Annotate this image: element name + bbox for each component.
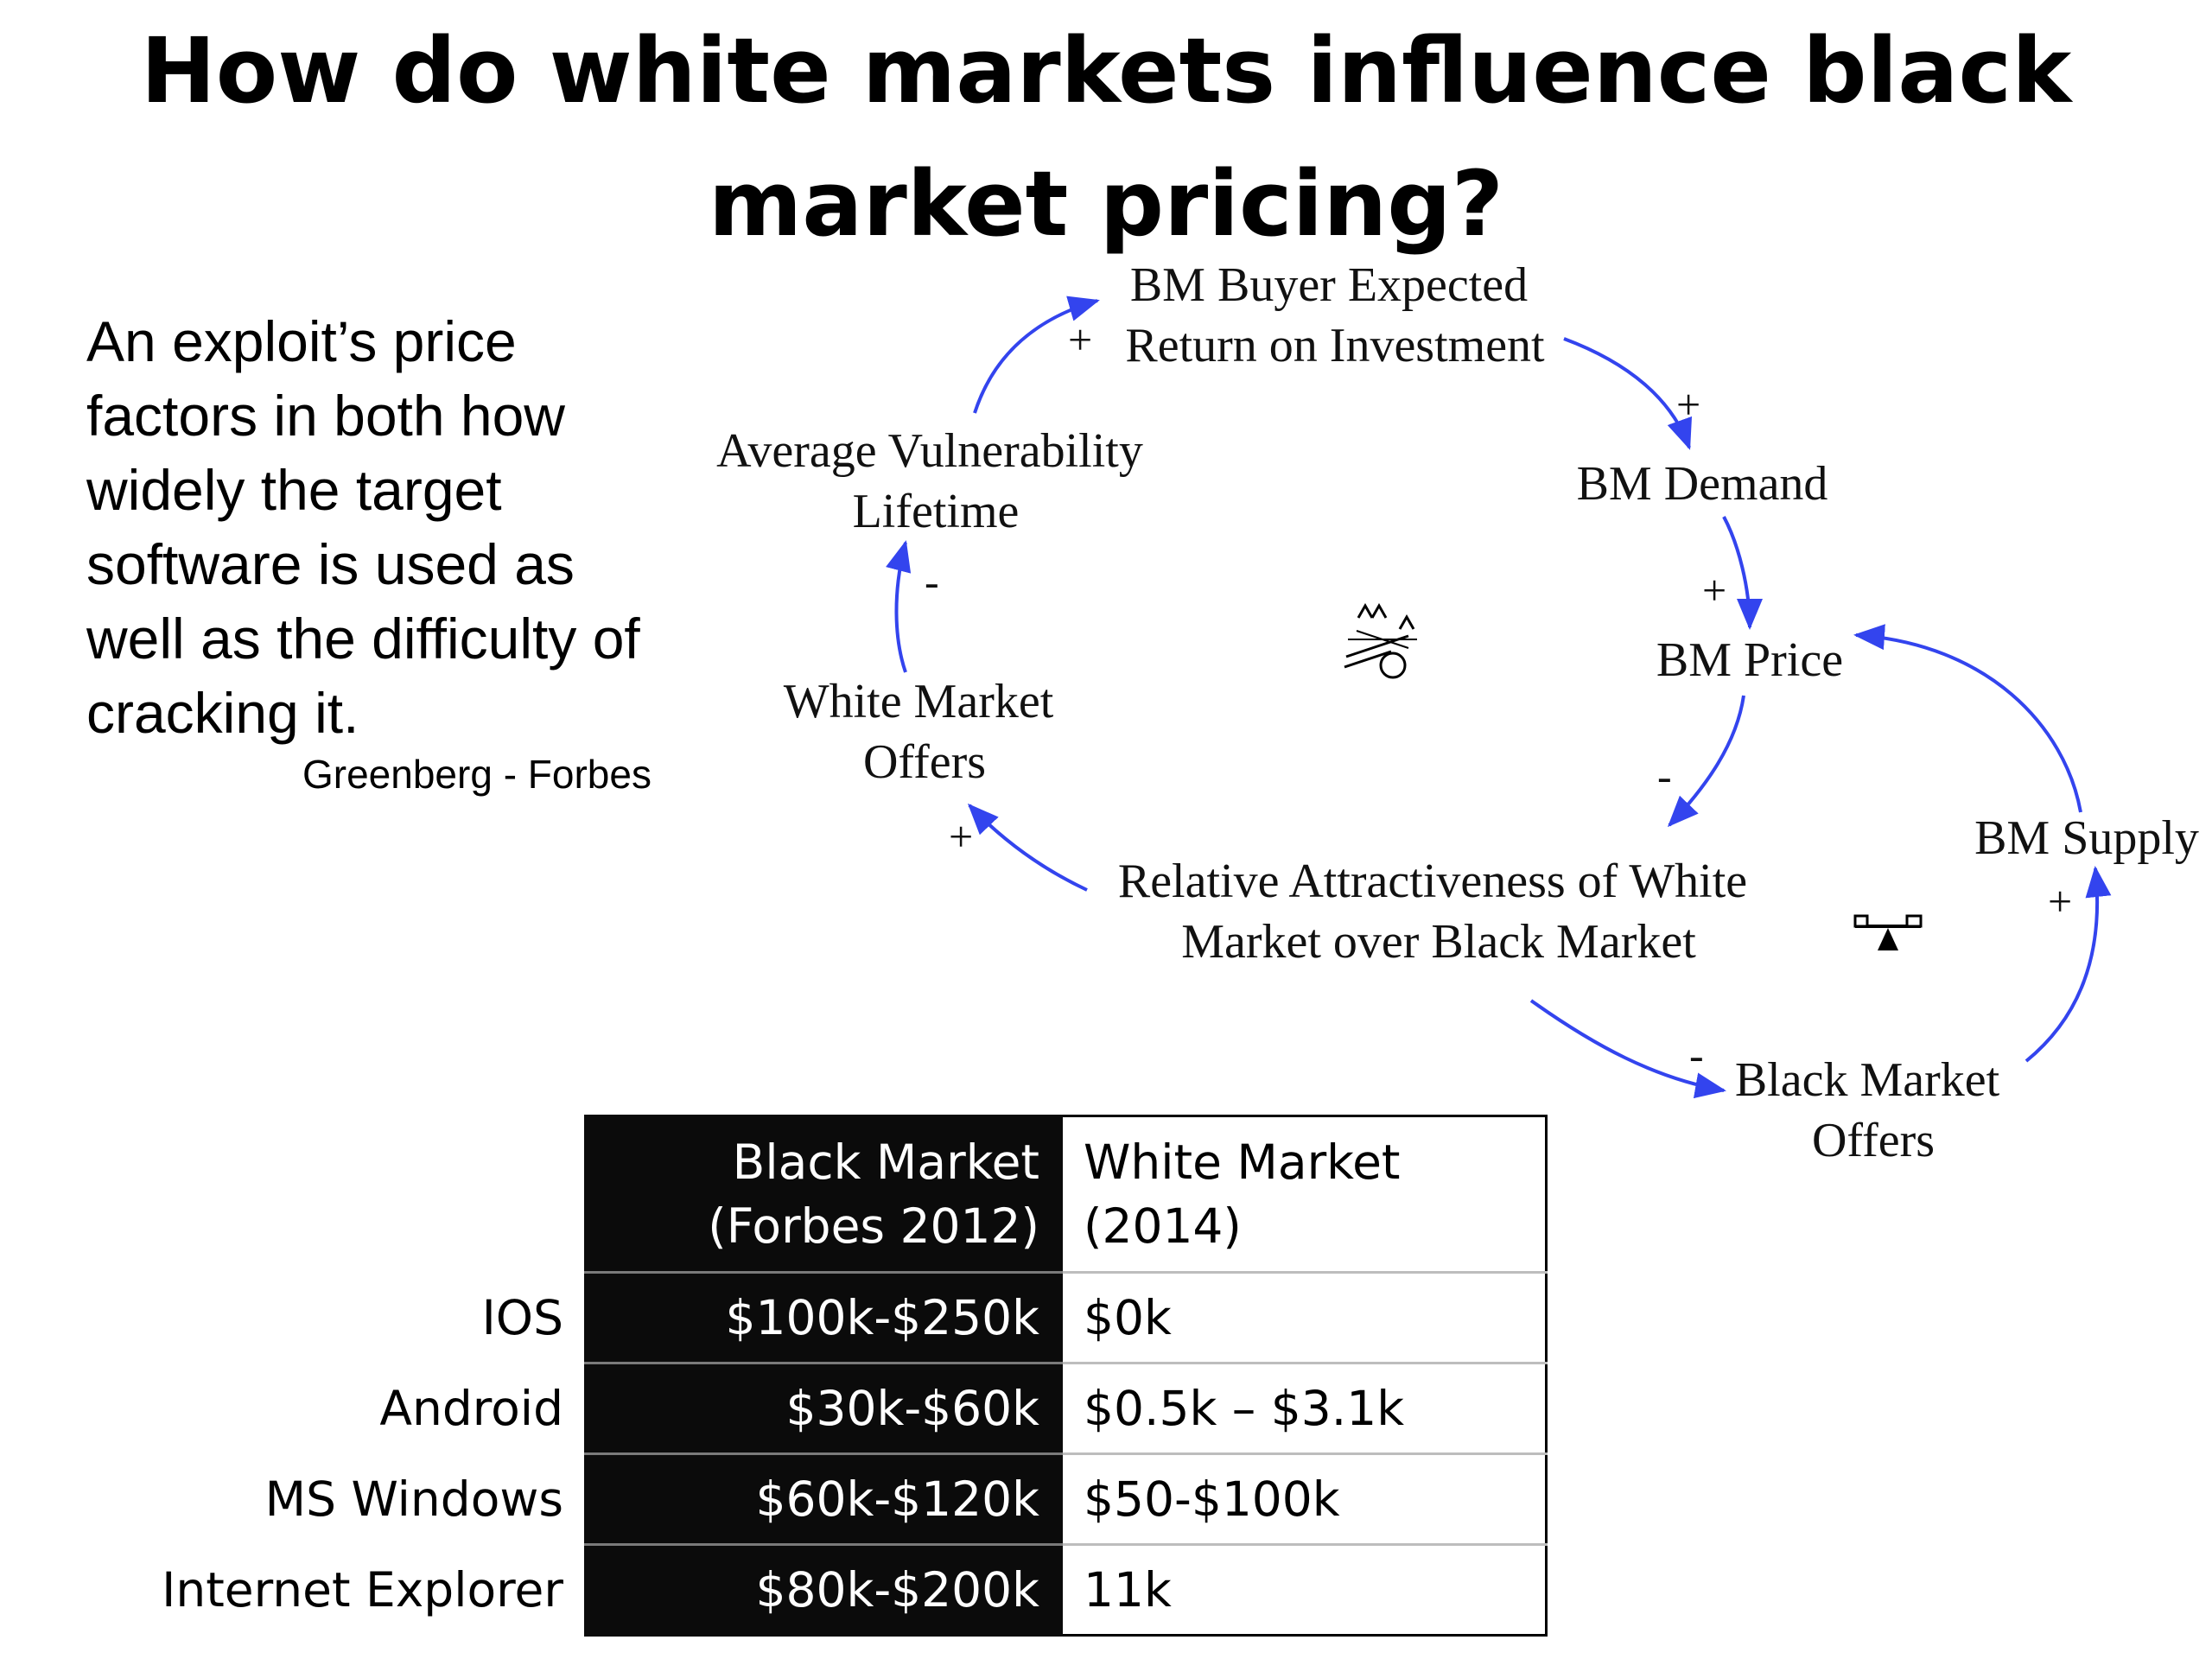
node-avg-vuln-lifetime-line1: Average Vulnerability bbox=[716, 424, 1143, 478]
polarity-black-offers-to-supply: + bbox=[2048, 877, 2072, 925]
polarity-price-to-attractiveness: - bbox=[1657, 752, 1672, 800]
table-row: MS Windows $60k-$120k $50-$100k bbox=[131, 1452, 1548, 1546]
header-white-market: White Market (2014) bbox=[1061, 1115, 1548, 1274]
header-black-market-line2: (Forbes 2012) bbox=[708, 1198, 1039, 1254]
balancing-loop-icon bbox=[1853, 914, 1923, 950]
polarity-attractiveness-to-white-offers: + bbox=[949, 812, 973, 861]
header-black-market-line1: Black Market bbox=[732, 1135, 1039, 1190]
node-avg-vuln-lifetime-line2: Lifetime bbox=[853, 485, 1020, 538]
node-avg-vuln-lifetime: Average Vulnerability Lifetime bbox=[716, 424, 1155, 538]
black-market-price: $60k-$120k bbox=[584, 1452, 1063, 1546]
reinforcing-loop-icon bbox=[1344, 602, 1417, 679]
node-bm-buyer-roi: BM Buyer Expected Return on Investment bbox=[1125, 258, 1545, 372]
node-bm-supply: BM Supply bbox=[1974, 811, 2199, 865]
node-white-market-offers: White Market Offers bbox=[784, 675, 1066, 789]
node-relative-attractiveness-line2: Market over Black Market bbox=[1181, 915, 1696, 969]
polarity-lifetime-to-roi: + bbox=[1068, 315, 1092, 364]
black-market-price: $80k-$200k bbox=[584, 1543, 1063, 1637]
table-row: Internet Explorer $80k-$200k 11k bbox=[131, 1543, 1548, 1637]
node-relative-attractiveness: Relative Attractiveness of White Market … bbox=[1118, 855, 1759, 969]
header-white-market-line1: White Market bbox=[1084, 1135, 1401, 1190]
table-row: Android $30k-$60k $0.5k – $3.1k bbox=[131, 1362, 1548, 1455]
table-corner-cell bbox=[131, 1116, 586, 1273]
table-row: IOS $100k-$250k $0k bbox=[131, 1271, 1548, 1364]
arrow-attractiveness-to-black-offers bbox=[1529, 999, 1726, 1099]
header-black-market: Black Market (Forbes 2012) bbox=[584, 1115, 1063, 1274]
white-market-price: $0k bbox=[1061, 1271, 1548, 1364]
node-black-market-offers-line2: Offers bbox=[1812, 1114, 1935, 1167]
node-black-market-offers: Black Market Offers bbox=[1735, 1053, 2012, 1167]
node-bm-buyer-roi-line1: BM Buyer Expected bbox=[1130, 258, 1528, 312]
price-comparison-table: Black Market (Forbes 2012) White Market … bbox=[131, 1115, 1548, 1637]
arrow-black-offers-to-supply bbox=[2024, 866, 2112, 1063]
quote-source: Greenberg - Forbes bbox=[302, 752, 652, 797]
white-market-price: 11k bbox=[1061, 1543, 1548, 1637]
node-bm-demand: BM Demand bbox=[1577, 457, 1828, 511]
arrow-attractiveness-to-white-offers bbox=[967, 803, 1088, 892]
row-label: IOS bbox=[131, 1272, 586, 1363]
row-label: MS Windows bbox=[131, 1453, 586, 1545]
arrow-demand-to-price bbox=[1722, 516, 1763, 630]
arrow-lifetime-to-roi bbox=[973, 296, 1100, 414]
polarity-attractiveness-to-black-offers: - bbox=[1689, 1031, 1704, 1079]
quote-text: An exploit’s price factors in both how w… bbox=[86, 309, 640, 745]
white-market-price: $50-$100k bbox=[1061, 1452, 1548, 1546]
polarity-roi-to-demand: + bbox=[1676, 380, 1700, 429]
black-market-price: $100k-$250k bbox=[584, 1271, 1063, 1364]
row-label: Android bbox=[131, 1363, 586, 1454]
node-white-market-offers-line2: Offers bbox=[863, 735, 986, 789]
row-label: Internet Explorer bbox=[131, 1544, 586, 1636]
black-market-price: $30k-$60k bbox=[584, 1362, 1063, 1455]
header-white-market-line2: (2014) bbox=[1084, 1198, 1242, 1254]
node-bm-buyer-roi-line2: Return on Investment bbox=[1125, 319, 1545, 372]
polarity-white-offers-to-lifetime: - bbox=[925, 557, 939, 606]
node-bm-price: BM Price bbox=[1656, 633, 1843, 687]
node-relative-attractiveness-line1: Relative Attractiveness of White bbox=[1118, 855, 1747, 908]
white-market-price: $0.5k – $3.1k bbox=[1061, 1362, 1548, 1455]
page-title: How do white markets influence black mar… bbox=[140, 18, 2072, 257]
arrow-supply-to-price bbox=[1853, 624, 2082, 813]
node-white-market-offers-line1: White Market bbox=[784, 675, 1054, 728]
arrow-white-offers-to-lifetime bbox=[886, 540, 912, 673]
table-header-row: Black Market (Forbes 2012) White Market … bbox=[131, 1115, 1548, 1274]
polarity-demand-to-price: + bbox=[1702, 566, 1726, 614]
price-comparison-section: Black Market (Forbes 2012) White Market … bbox=[0, 1115, 2212, 1637]
arrow-roi-to-demand bbox=[1563, 337, 1693, 450]
node-black-market-offers-line1: Black Market bbox=[1735, 1053, 2000, 1107]
arrow-price-to-attractiveness bbox=[1667, 695, 1745, 828]
